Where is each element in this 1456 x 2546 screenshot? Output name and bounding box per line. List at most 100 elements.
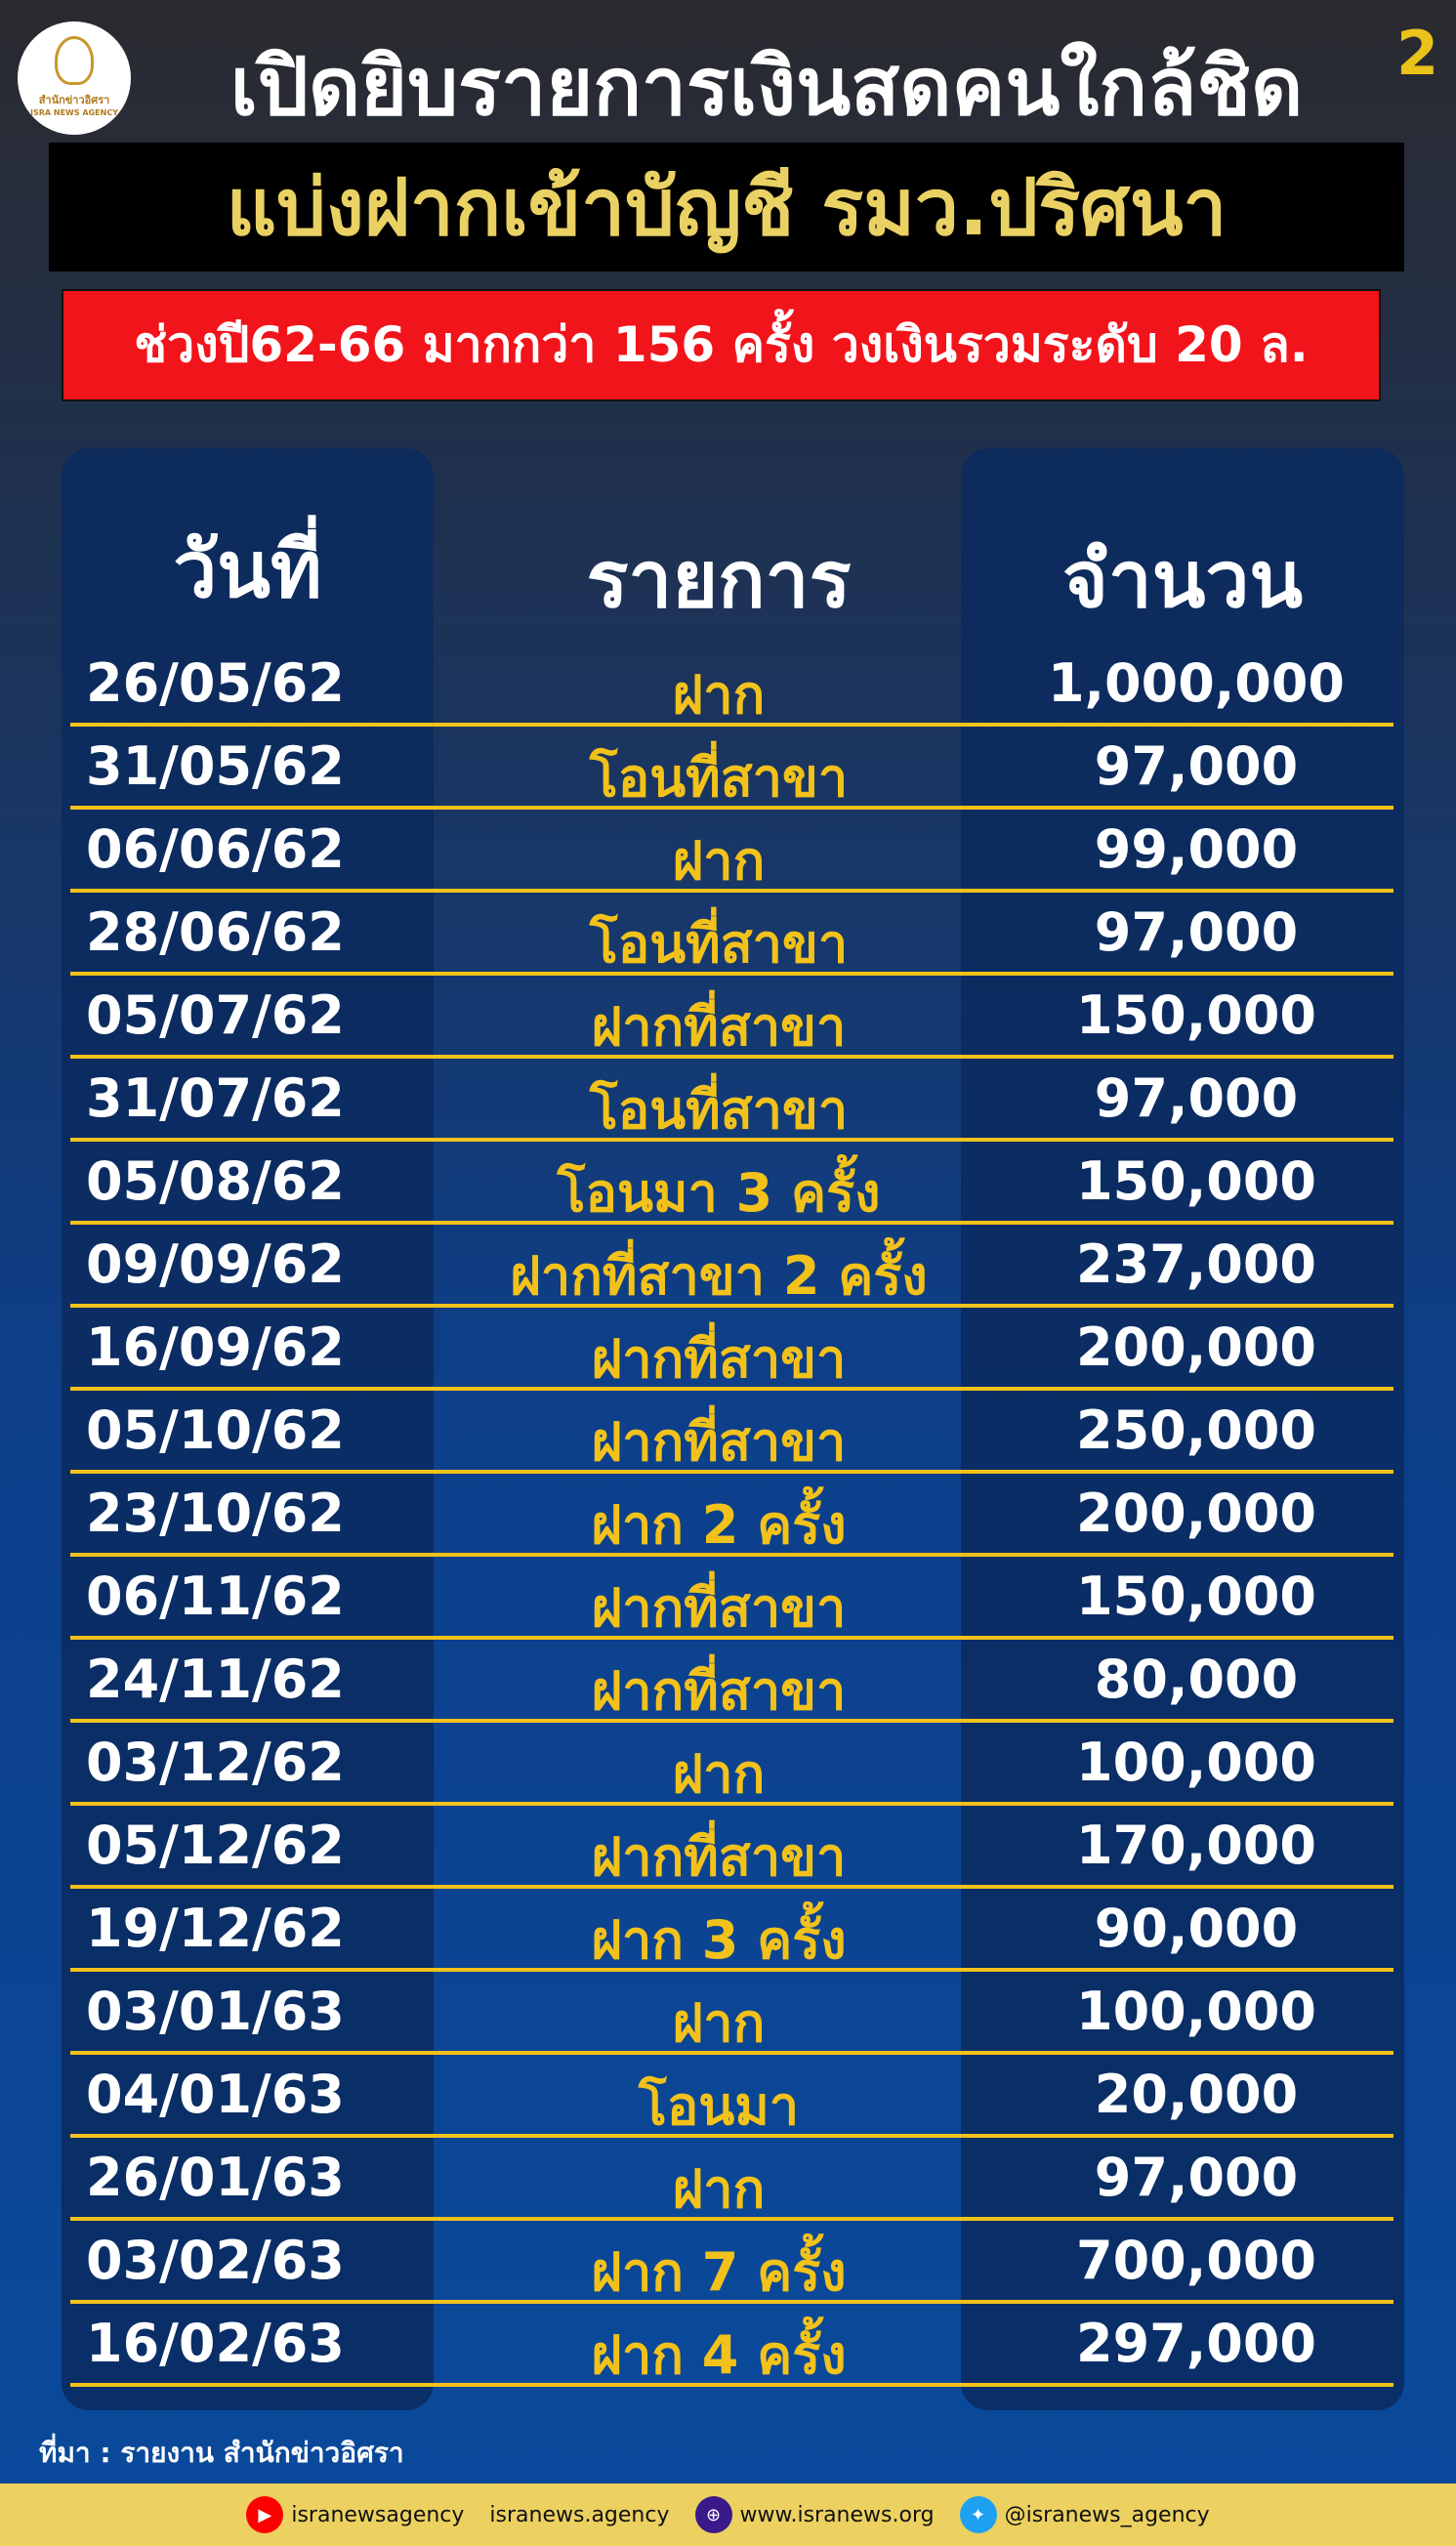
row-divider <box>70 1636 1394 1640</box>
table-row: 05/10/62 ฝากที่สาขา 250,000 <box>0 1392 1456 1475</box>
date-cell: 09/09/62 <box>86 1233 345 1295</box>
amount-cell: 97,000 <box>1094 1067 1299 1129</box>
row-divider <box>70 2051 1394 2055</box>
table-row: 19/12/62 ฝาก 3 ครั้ง 90,000 <box>0 1890 1456 1973</box>
table-row: 16/09/62 ฝากที่สาขา 200,000 <box>0 1309 1456 1392</box>
item-cell: ฝากที่สาขา <box>591 1411 847 1473</box>
amount-cell: 97,000 <box>1094 735 1299 797</box>
date-cell: 28/06/62 <box>86 901 345 963</box>
item-cell: ฝากที่สาขา 2 ครั้ง <box>510 1245 928 1307</box>
item-cell: ฝาก <box>672 2158 766 2220</box>
table-row: 31/05/62 โอนที่สาขา 97,000 <box>0 728 1456 811</box>
date-cell: 04/01/63 <box>86 2064 345 2125</box>
item-cell: ฝากที่สาขา <box>591 1826 847 1888</box>
table-row: 06/11/62 ฝากที่สาขา 150,000 <box>0 1558 1456 1641</box>
date-cell: 26/05/62 <box>86 652 345 714</box>
row-divider <box>70 1553 1394 1557</box>
logo: สำนักข่าวอิศรา ISRA NEWS AGENCY <box>18 21 131 135</box>
row-divider <box>70 1719 1394 1723</box>
row-divider <box>70 1055 1394 1059</box>
amount-cell: 99,000 <box>1094 818 1299 880</box>
date-cell: 06/11/62 <box>86 1565 345 1627</box>
row-divider <box>70 2217 1394 2221</box>
facebook-handle[interactable]: isranews.agency <box>489 2502 670 2527</box>
table-row: 23/10/62 ฝาก 2 ครั้ง 200,000 <box>0 1475 1456 1558</box>
table-row: 03/01/63 ฝาก 100,000 <box>0 1973 1456 2056</box>
date-cell: 05/12/62 <box>86 1815 345 1876</box>
table-row: 09/09/62 ฝากที่สาขา 2 ครั้ง 237,000 <box>0 1226 1456 1309</box>
amount-cell: 1,000,000 <box>1047 652 1346 714</box>
table-row: 31/07/62 โอนที่สาขา 97,000 <box>0 1060 1456 1143</box>
date-cell: 05/08/62 <box>86 1150 345 1212</box>
page-number: 2 <box>1396 18 1439 89</box>
logo-text: สำนักข่าวอิศรา <box>38 94 110 106</box>
row-divider <box>70 1885 1394 1889</box>
amount-cell: 100,000 <box>1076 1732 1316 1793</box>
amount-cell: 20,000 <box>1094 2064 1299 2125</box>
item-cell: ฝาก <box>672 1992 766 2054</box>
row-divider <box>70 889 1394 893</box>
item-cell: ฝาก 4 ครั้ง <box>591 2324 847 2386</box>
amount-cell: 97,000 <box>1094 2147 1299 2208</box>
amount-cell: 250,000 <box>1076 1399 1316 1461</box>
table-row: 04/01/63 โอนมา 20,000 <box>0 2056 1456 2139</box>
date-cell: 06/06/62 <box>86 818 345 880</box>
table-row: 24/11/62 ฝากที่สาขา 80,000 <box>0 1641 1456 1724</box>
amount-cell: 80,000 <box>1094 1649 1299 1710</box>
table-row: 05/07/62 ฝากที่สาขา 150,000 <box>0 977 1456 1060</box>
table-row: 26/01/63 ฝาก 97,000 <box>0 2139 1456 2222</box>
amount-cell: 297,000 <box>1076 2313 1316 2374</box>
item-cell: โอนที่สาขา <box>589 1079 849 1141</box>
column-header-amount: จำนวน <box>1061 534 1304 625</box>
item-cell: ฝากที่สาขา <box>591 996 847 1058</box>
amount-cell: 200,000 <box>1076 1316 1316 1378</box>
item-cell: ฝาก 2 ครั้ง <box>591 1494 847 1556</box>
date-cell: 03/01/63 <box>86 1981 345 2042</box>
amount-cell: 150,000 <box>1076 1150 1316 1212</box>
page-title: เปิดยิบรายการเงินสดคนใกล้ชิด <box>229 41 1304 134</box>
amount-cell: 90,000 <box>1094 1898 1299 1959</box>
website-link[interactable]: www.isranews.org <box>739 2502 935 2527</box>
item-cell: ฝาก <box>672 664 766 726</box>
row-divider <box>70 1387 1394 1391</box>
subtitle: แบ่งฝากเข้าบัญชี รมว.ปริศนา <box>49 143 1404 271</box>
row-divider <box>70 2383 1394 2387</box>
row-divider <box>70 806 1394 810</box>
amount-cell: 237,000 <box>1076 1233 1316 1295</box>
amount-cell: 150,000 <box>1076 984 1316 1046</box>
table-row: 05/08/62 โอนมา 3 ครั้ง 150,000 <box>0 1143 1456 1226</box>
date-column-panel <box>62 448 434 2410</box>
row-divider <box>70 1138 1394 1142</box>
twitter-handle[interactable]: @isranews_agency <box>1004 2502 1210 2527</box>
youtube-handle[interactable]: isranewsagency <box>291 2502 465 2527</box>
source-note: ที่มา : รายงาน สำนักข่าวอิศรา <box>39 2437 404 2469</box>
amount-cell: 200,000 <box>1076 1482 1316 1544</box>
table-row: 05/12/62 ฝากที่สาขา 170,000 <box>0 1807 1456 1890</box>
date-cell: 26/01/63 <box>86 2147 345 2208</box>
item-cell: ฝาก <box>672 830 766 892</box>
column-header-date: วันที่ <box>173 524 322 615</box>
item-cell: โอนมา <box>638 2075 800 2137</box>
date-cell: 05/07/62 <box>86 984 345 1046</box>
item-cell: ฝากที่สาขา <box>591 1577 847 1639</box>
summary-banner: ช่วงปี62-66 มากกว่า 156 ครั้ง วงเงินรวมร… <box>62 289 1381 401</box>
item-cell: ฝาก 3 ครั้ง <box>591 1909 847 1971</box>
date-cell: 23/10/62 <box>86 1482 345 1544</box>
date-cell: 31/07/62 <box>86 1067 345 1129</box>
row-divider <box>70 1802 1394 1806</box>
item-cell: ฝาก 7 ครั้ง <box>591 2241 847 2303</box>
table-row: 26/05/62 ฝาก 1,000,000 <box>0 645 1456 728</box>
table-row: 16/02/63 ฝาก 4 ครั้ง 297,000 <box>0 2305 1456 2388</box>
row-divider <box>70 2300 1394 2304</box>
amount-cell: 97,000 <box>1094 901 1299 963</box>
row-divider <box>70 1470 1394 1474</box>
amount-cell: 700,000 <box>1076 2230 1316 2291</box>
table-row: 28/06/62 โอนที่สาขา 97,000 <box>0 894 1456 977</box>
row-divider <box>70 1304 1394 1308</box>
twitter-icon: ✦ <box>959 2496 997 2533</box>
row-divider <box>70 1221 1394 1225</box>
item-cell: โอนที่สาขา <box>589 913 849 975</box>
row-divider <box>70 1968 1394 1972</box>
youtube-icon: ▶ <box>246 2496 284 2533</box>
amount-column-panel <box>961 448 1404 2410</box>
